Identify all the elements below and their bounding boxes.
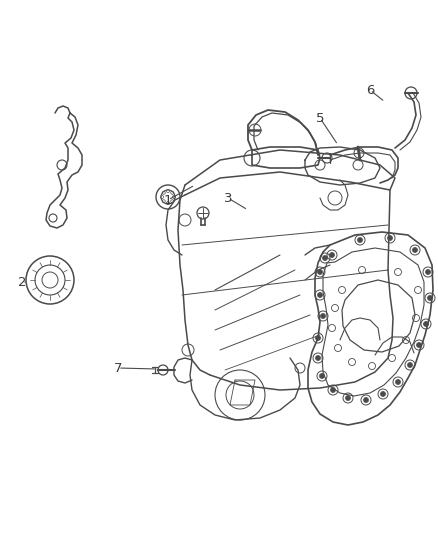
- Circle shape: [329, 253, 335, 257]
- Circle shape: [381, 392, 385, 397]
- Circle shape: [364, 398, 368, 402]
- Circle shape: [319, 374, 325, 378]
- Circle shape: [315, 335, 321, 341]
- Circle shape: [388, 236, 392, 240]
- Circle shape: [322, 255, 328, 261]
- Text: 2: 2: [18, 276, 26, 288]
- Circle shape: [318, 293, 322, 297]
- Circle shape: [417, 343, 421, 348]
- Circle shape: [315, 356, 321, 360]
- Text: 1: 1: [164, 193, 172, 206]
- Text: 6: 6: [366, 84, 374, 96]
- Circle shape: [321, 313, 325, 319]
- Circle shape: [413, 247, 417, 253]
- Circle shape: [427, 295, 432, 301]
- Circle shape: [396, 379, 400, 384]
- Circle shape: [407, 362, 413, 367]
- Circle shape: [424, 321, 428, 327]
- Circle shape: [331, 387, 336, 392]
- Text: 5: 5: [316, 111, 324, 125]
- Circle shape: [357, 238, 363, 243]
- Circle shape: [346, 395, 350, 400]
- Text: 7: 7: [114, 361, 122, 375]
- Circle shape: [318, 270, 322, 274]
- Text: 3: 3: [224, 191, 232, 205]
- Circle shape: [425, 270, 431, 274]
